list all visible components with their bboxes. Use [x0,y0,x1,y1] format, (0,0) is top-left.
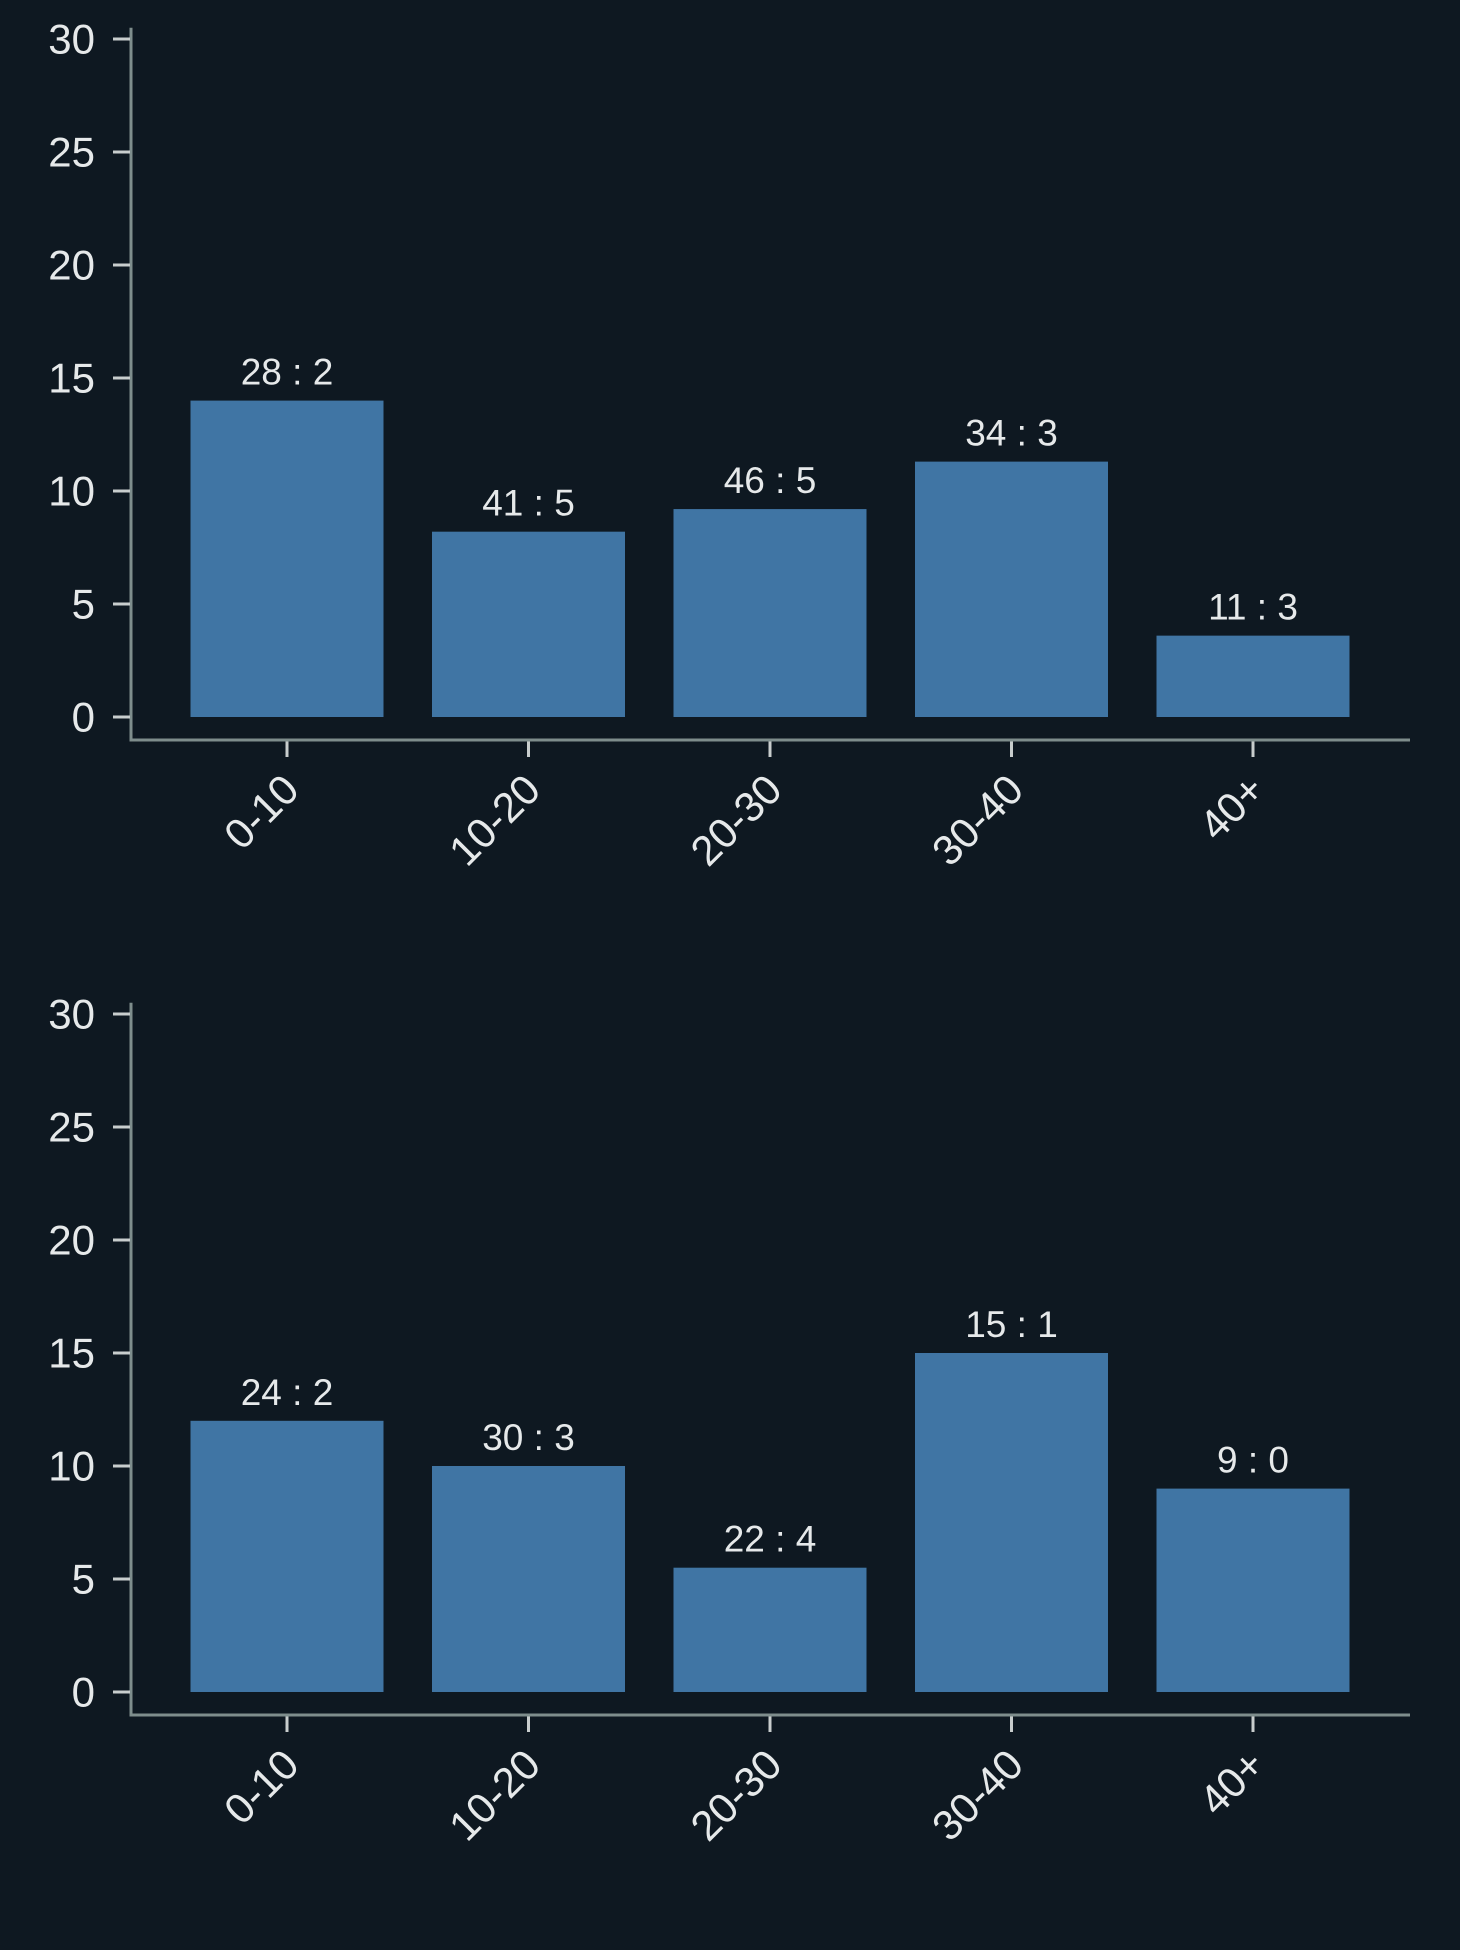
bar-chart-top: 0 5 10 15 20 25 30 28 : 2 0-10 41 : 5 10-20 46 : 5 2… [48,16,1410,875]
y-tick-label: 10 [48,468,95,515]
y-tick-label: 0 [72,694,95,741]
y-tick-label: 25 [48,1104,95,1151]
bar-data-label: 46 : 5 [724,460,817,501]
y-tick-label: 25 [48,129,95,176]
x-tick-label: 40+ [1190,765,1274,849]
y-tick-label: 20 [48,242,95,289]
bar-data-label: 30 : 3 [482,1417,575,1458]
x-tick-label: 10-20 [440,765,549,874]
bar-data-label: 11 : 3 [1208,587,1298,628]
x-tick-label: 30-40 [923,765,1032,874]
bar [673,509,867,717]
x-tick-label: 20-30 [681,765,790,874]
bar-data-label: 22 : 4 [724,1519,817,1560]
bar [432,531,625,717]
bar-data-label: 9 : 0 [1217,1440,1289,1481]
y-tick-label: 5 [72,1556,95,1603]
bar-data-label: 15 : 1 [965,1304,1058,1345]
y-tick-label: 0 [72,1669,95,1716]
bar-data-label: 28 : 2 [241,352,334,393]
y-tick-label: 5 [72,581,95,628]
x-tick-label: 10-20 [440,1740,549,1849]
x-tick-label: 30-40 [923,1740,1032,1849]
bar [190,400,384,717]
y-tick-label: 15 [48,355,95,402]
x-tick-label: 20-30 [681,1740,790,1849]
y-tick-label: 15 [48,1330,95,1377]
bar [915,461,1108,717]
bar [432,1466,625,1692]
bar [673,1567,867,1692]
bar-chart-bottom: 0 5 10 15 20 25 30 24 : 2 0-10 30 : 3 10-20 22 : 4 2… [48,991,1410,1850]
y-tick-label: 10 [48,1443,95,1490]
x-tick-label: 0-10 [215,1740,308,1833]
bar [915,1353,1108,1692]
y-tick-label: 20 [48,1217,95,1264]
bar-data-label: 34 : 3 [965,413,1058,454]
y-tick-label: 30 [48,991,95,1038]
x-tick-label: 0-10 [215,765,308,858]
bar [1156,1488,1350,1692]
bar [1156,635,1350,717]
y-tick-label: 30 [48,16,95,63]
bar-data-label: 24 : 2 [241,1372,334,1413]
x-tick-label: 40+ [1190,1740,1274,1824]
bar-data-label: 41 : 5 [482,483,575,524]
bar [190,1420,384,1692]
